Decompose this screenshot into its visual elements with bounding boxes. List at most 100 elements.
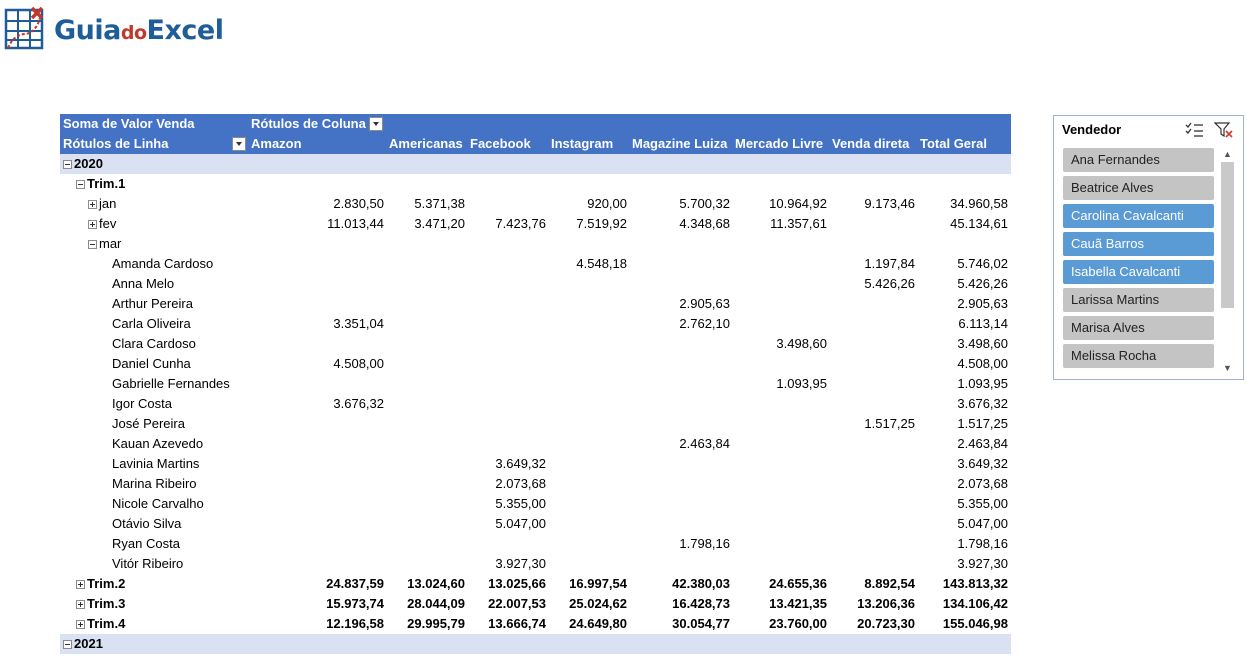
- period-row: Trim.1: [60, 174, 1011, 194]
- row-label: Marina Ribeiro: [112, 474, 197, 494]
- slicer-item[interactable]: Carolina Cavalcanti: [1063, 204, 1214, 228]
- multi-select-icon[interactable]: [1184, 121, 1204, 139]
- collapse-icon[interactable]: [76, 179, 85, 189]
- cell-instagram: 25.024,62: [569, 596, 627, 611]
- seller-row: José Pereira 1.517,25 1.517,25: [60, 414, 1011, 434]
- col-header-instagram[interactable]: Instagram: [551, 136, 614, 151]
- spreadsheet-logo-icon: [4, 6, 44, 50]
- seller-row: Ryan Costa 1.798,16 1.798,16: [60, 534, 1011, 554]
- col-header-americanas[interactable]: Americanas: [389, 136, 463, 151]
- cell-total-geral: 3.927,30: [957, 556, 1008, 571]
- slicer-item[interactable]: Marisa Alves: [1063, 316, 1214, 340]
- cell-mercado-livre: 11.357,61: [770, 216, 827, 231]
- expand-icon[interactable]: [88, 199, 97, 209]
- row-label: Carla Oliveira: [112, 314, 191, 334]
- cell-venda-direta: 1.517,25: [864, 416, 915, 431]
- cell-amazon: 15.973,74: [326, 596, 384, 611]
- collapse-icon[interactable]: [88, 239, 97, 249]
- cell-mercado-livre: 23.760,00: [769, 616, 827, 631]
- row-label: Igor Costa: [112, 394, 172, 414]
- cell-venda-direta: 20.723,30: [857, 616, 915, 631]
- col-header-amazon[interactable]: Amazon: [251, 136, 302, 151]
- cell-magazine-luiza: 5.700,32: [679, 196, 730, 211]
- expand-icon[interactable]: [76, 579, 85, 589]
- col-header-total-geral[interactable]: Total Geral: [920, 136, 987, 151]
- seller-row: Otávio Silva 5.047,00 5.047,00: [60, 514, 1011, 534]
- row-filter-dropdown[interactable]: [232, 137, 246, 151]
- cell-facebook: 22.007,53: [488, 596, 546, 611]
- period-row: fev 11.013,44 3.471,20 7.423,76 7.519,92 4.34…: [60, 214, 1011, 234]
- guiadoexcel-logo: GuiadoExcel: [2, 2, 224, 54]
- scroll-thumb[interactable]: [1221, 162, 1234, 308]
- col-header-facebook[interactable]: Facebook: [470, 136, 531, 151]
- col-header-venda-direta[interactable]: Venda direta: [832, 136, 910, 151]
- row-label: Vitór Ribeiro: [112, 554, 183, 574]
- cell-total-geral: 1.517,25: [957, 416, 1008, 431]
- row-label-text: Lavinia Martins: [112, 456, 200, 471]
- cell-amazon: 3.351,04: [333, 316, 384, 331]
- cell-americanas: 29.995,79: [407, 616, 465, 631]
- row-labels-header: Rótulos de Linha: [63, 136, 169, 151]
- cell-amazon: 4.508,00: [333, 356, 384, 371]
- cell-magazine-luiza: 30.054,77: [672, 616, 730, 631]
- cell-magazine-luiza: 4.348,68: [679, 216, 730, 231]
- row-label-text: José Pereira: [112, 416, 185, 431]
- cell-instagram: 16.997,54: [569, 576, 627, 591]
- row-label: Trim.4: [76, 614, 125, 634]
- slicer-item[interactable]: Cauã Barros: [1063, 232, 1214, 256]
- collapse-icon[interactable]: [63, 639, 72, 649]
- cell-total-geral: 2.905,63: [957, 296, 1008, 311]
- row-label: Arthur Pereira: [112, 294, 193, 314]
- cell-mercado-livre: 1.093,95: [776, 376, 827, 391]
- cell-total-geral: 3.649,32: [957, 456, 1008, 471]
- cell-total-geral: 2.073,68: [957, 476, 1008, 491]
- cell-venda-direta: 13.206,36: [857, 596, 915, 611]
- cell-total-geral: 5.355,00: [957, 496, 1008, 511]
- slicer-item[interactable]: Beatrice Alves: [1063, 176, 1214, 200]
- cell-magazine-luiza: 2.762,10: [679, 316, 730, 331]
- cell-instagram: 7.519,92: [576, 216, 627, 231]
- cell-americanas: 13.024,60: [407, 576, 465, 591]
- seller-row: Gabrielle Fernandes 1.093,95 1.093,95: [60, 374, 1011, 394]
- row-label: Anna Melo: [112, 274, 174, 294]
- row-label-text: Anna Melo: [112, 276, 175, 291]
- seller-row: Marina Ribeiro 2.073,68 2.073,68: [60, 474, 1011, 494]
- row-label: jan: [88, 194, 116, 214]
- slicer-item[interactable]: Isabella Cavalcanti: [1063, 260, 1214, 284]
- cell-mercado-livre: 3.498,60: [776, 336, 827, 351]
- cell-total-geral: 3.498,60: [957, 336, 1008, 351]
- expand-icon[interactable]: [88, 219, 97, 229]
- cell-total-geral: 5.047,00: [957, 516, 1008, 531]
- col-header-mercado-livre[interactable]: Mercado Livre: [735, 136, 824, 151]
- year-row: 2020: [60, 154, 1011, 174]
- cell-amazon: 3.676,32: [333, 396, 384, 411]
- cell-mercado-livre: 24.655,36: [769, 576, 827, 591]
- row-label-text: Vitór Ribeiro: [112, 556, 184, 571]
- column-filter-dropdown[interactable]: [369, 117, 383, 131]
- row-label: Lavinia Martins: [112, 454, 199, 474]
- slicer-item[interactable]: Ana Fernandes: [1063, 148, 1214, 172]
- cell-facebook: 5.355,00: [495, 496, 546, 511]
- cell-magazine-luiza: 16.428,73: [672, 596, 730, 611]
- slicer-item[interactable]: Melissa Rocha: [1063, 344, 1214, 368]
- vendedor-slicer: Vendedor Ana Fernandes Beatrice Alves Caro…: [1053, 115, 1244, 380]
- cell-total-geral: 4.508,00: [957, 356, 1008, 371]
- scroll-down-icon[interactable]: ▼: [1223, 363, 1232, 373]
- col-header-magazine-luiza[interactable]: Magazine Luiza: [632, 136, 728, 151]
- seller-row: Nicole Carvalho 5.355,00 5.355,00: [60, 494, 1011, 514]
- clear-filter-icon[interactable]: [1214, 121, 1234, 139]
- collapse-icon[interactable]: [63, 159, 72, 169]
- cell-mercado-livre: 10.964,92: [769, 196, 827, 211]
- cell-total-geral: 1.798,16: [957, 536, 1008, 551]
- expand-icon[interactable]: [76, 599, 85, 609]
- cell-amazon: 2.830,50: [333, 196, 384, 211]
- slicer-scrollbar[interactable]: ▲ ▼: [1220, 148, 1235, 374]
- row-label: Trim.1: [76, 174, 125, 194]
- scroll-up-icon[interactable]: ▲: [1223, 149, 1232, 159]
- expand-icon[interactable]: [76, 619, 85, 629]
- cell-facebook: 13.666,74: [488, 616, 546, 631]
- pivot-table: Soma de Valor Venda Rótulos de Coluna Ró…: [60, 114, 1011, 654]
- cell-magazine-luiza: 42.380,03: [672, 576, 730, 591]
- slicer-item[interactable]: Larissa Martins: [1063, 288, 1214, 312]
- row-label: Amanda Cardoso: [112, 254, 213, 274]
